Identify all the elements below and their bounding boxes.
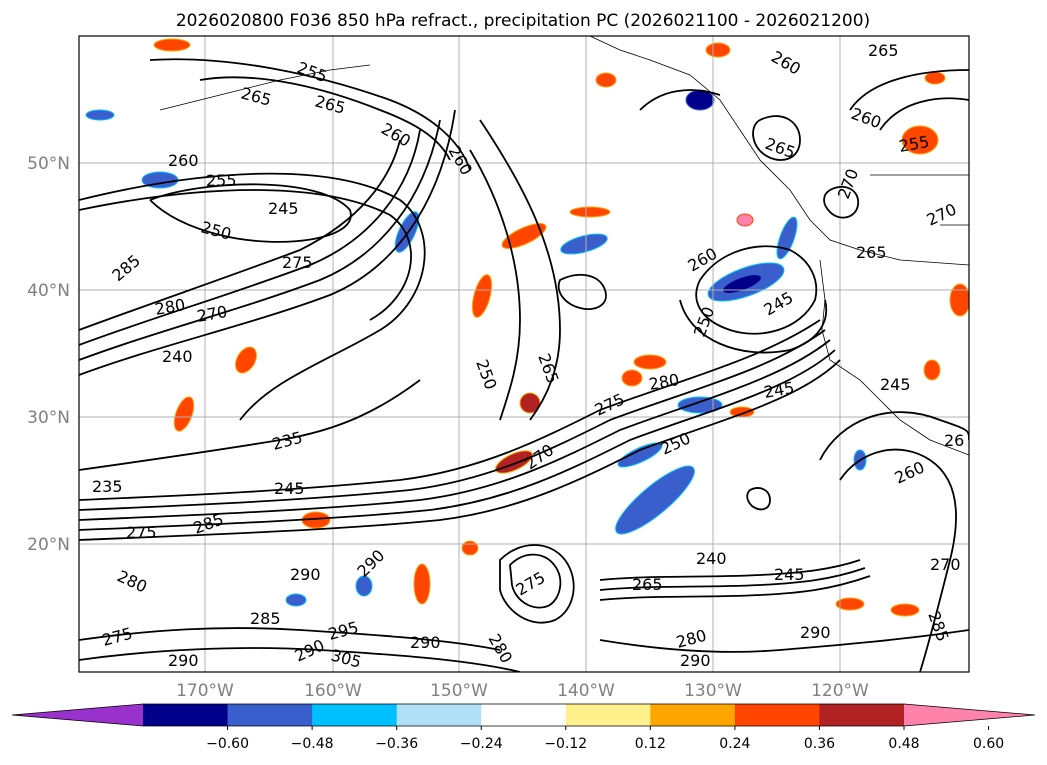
colorbar-tick-label: 0.24	[719, 736, 750, 752]
contour-label: 285	[250, 609, 281, 628]
contour-label: 245	[274, 479, 305, 498]
colorbar-outline	[11, 703, 1036, 727]
lon-label-130w: 130°W	[684, 681, 742, 701]
gridlines	[79, 36, 969, 672]
colorbar-swatch	[227, 704, 313, 726]
contour-label: 255	[206, 171, 237, 190]
colorbar-tick-label: −0.12	[544, 736, 587, 752]
precip-shading	[85, 38, 969, 617]
contour-label: 275	[126, 523, 157, 542]
contour-label: 290	[168, 651, 199, 670]
colorbar-tick-label: 0.60	[973, 736, 1004, 752]
contour-label: 260	[168, 151, 199, 170]
map-title: 2026020800 F036 850 hPa refract., precip…	[176, 11, 870, 31]
contour-label: 290	[800, 623, 831, 642]
colorbar-swatch	[819, 704, 905, 726]
contour-label: 290	[410, 633, 441, 652]
colorbar-swatch	[312, 704, 398, 726]
lon-label-140w: 140°W	[557, 681, 615, 701]
contour-label: 245	[774, 565, 805, 584]
map-frame	[78, 35, 970, 673]
contour-label: 290	[680, 651, 711, 670]
contour-label: 290	[290, 565, 321, 584]
colorbar-tick-label: −0.36	[375, 736, 418, 752]
colorbar-swatch	[396, 704, 482, 726]
colorbar-tick-label: −0.48	[291, 736, 334, 752]
colorbar-swatch	[12, 704, 143, 726]
colorbar-swatch	[565, 704, 651, 726]
contour-label: 235	[92, 477, 123, 496]
contour-label: 270	[930, 555, 961, 574]
contour-label: 245	[268, 199, 299, 218]
colorbar-swatch	[143, 704, 229, 726]
lat-label-30n: 30°N	[27, 408, 70, 428]
contour-label: 265	[868, 41, 899, 60]
contour-label: 275	[282, 253, 313, 272]
longitude-labels: 170°W 160°W 150°W 140°W 130°W 120°W	[176, 681, 869, 701]
colorbar-swatch	[904, 704, 1035, 726]
lon-label-170w: 170°W	[176, 681, 234, 701]
contour-label: 245	[880, 375, 911, 394]
lon-label-120w: 120°W	[811, 681, 869, 701]
lat-label-20n: 20°N	[27, 535, 70, 555]
colorbar-tick-label: −0.24	[460, 736, 503, 752]
contour-label: 26	[944, 431, 964, 450]
lat-label-40n: 40°N	[27, 281, 70, 301]
colorbar: −0.60 −0.48 −0.36 −0.24 −0.12 0.12 0.24 0.36 0.4…	[11, 703, 1036, 752]
lat-label-50n: 50°N	[27, 154, 70, 174]
latitude-labels: 50°N 40°N 30°N 20°N	[27, 154, 70, 555]
contour-label: 265	[632, 575, 663, 594]
colorbar-tick-label: 0.48	[888, 736, 919, 752]
contour-label: 240	[162, 347, 193, 366]
colorbar-tick-label: 0.36	[804, 736, 835, 752]
contour-label: 265	[856, 243, 887, 262]
colorbar-swatch	[734, 704, 820, 726]
colorbar-swatch	[481, 704, 567, 726]
colorbar-tick-label: 0.12	[635, 736, 666, 752]
colorbar-tick-label: −0.60	[206, 736, 249, 752]
lon-label-150w: 150°W	[430, 681, 488, 701]
coastlines	[159, 36, 969, 456]
refractivity-contours	[79, 58, 969, 672]
contour-label: 240	[696, 549, 727, 568]
map-panel: 255 265 265 260 260 260 255 245 250 275 …	[78, 35, 970, 673]
lon-label-160w: 160°W	[304, 681, 362, 701]
colorbar-swatch	[650, 704, 736, 726]
